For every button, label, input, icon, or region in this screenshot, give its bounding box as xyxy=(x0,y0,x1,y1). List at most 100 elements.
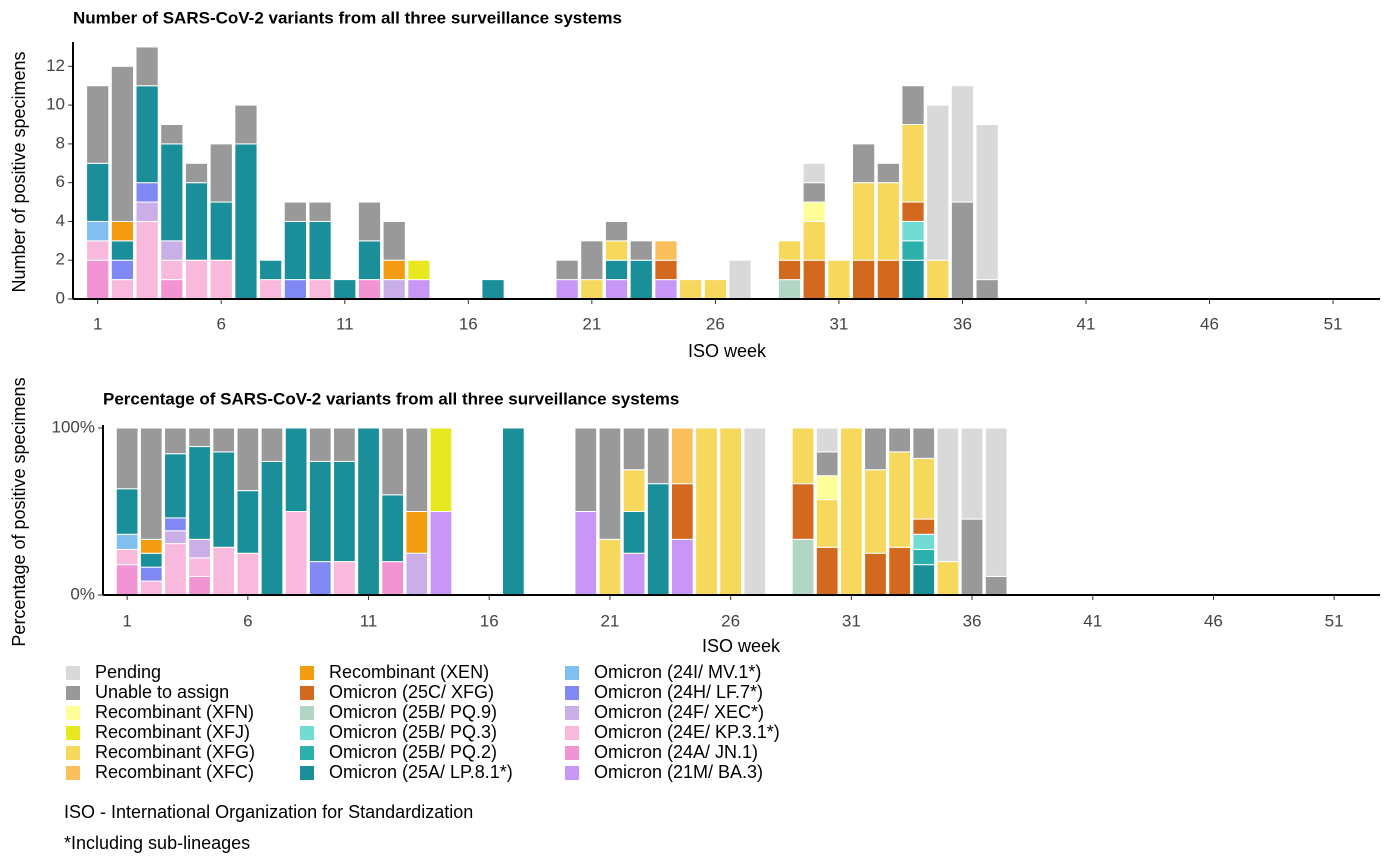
bar-segment xyxy=(209,201,233,261)
legend-label: Recombinant (XFJ) xyxy=(95,722,250,742)
bar-segment xyxy=(670,538,694,596)
legend-swatch xyxy=(66,726,80,740)
bar-segment xyxy=(333,460,356,563)
chart-title: Percentage of SARS-CoV-2 variants from a… xyxy=(103,389,679,408)
legend-swatch xyxy=(66,686,80,700)
bar-segment xyxy=(864,469,887,554)
bar-segment xyxy=(791,427,815,485)
bar-segment xyxy=(308,427,332,462)
bar-segment xyxy=(209,259,233,300)
x-tick-label: 26 xyxy=(706,314,725,333)
bar-segment xyxy=(926,259,950,300)
bar-segment xyxy=(679,279,703,300)
legend-label: Omicron (24F/ XEC*) xyxy=(594,702,764,722)
bar-segment xyxy=(950,85,975,203)
bar-segment xyxy=(604,220,629,242)
bar-segment xyxy=(646,427,670,485)
bar-segment xyxy=(139,566,163,582)
bar-segment xyxy=(574,511,598,596)
legend-swatch xyxy=(300,746,314,760)
bar-segment xyxy=(236,427,260,492)
x-tick-label: 21 xyxy=(582,314,601,333)
bar-segment xyxy=(234,104,258,145)
bar-segment xyxy=(405,552,429,596)
bar-segment xyxy=(852,143,876,184)
bar-segment xyxy=(975,279,999,300)
y-tick-label: 8 xyxy=(56,133,65,152)
legend-swatch xyxy=(565,666,579,680)
bar-segment xyxy=(598,538,622,596)
legend-label: Omicron (24A/ JN.1) xyxy=(594,742,758,762)
bar-segment xyxy=(236,490,260,554)
bar-segment xyxy=(139,538,163,554)
legend-label: Omicron (25B/ PQ.9) xyxy=(329,702,497,722)
y-tick-label: 100% xyxy=(52,417,95,436)
bar-segment xyxy=(888,427,911,453)
bar-segment xyxy=(212,451,236,548)
legend-swatch xyxy=(66,766,80,780)
bar-segment xyxy=(135,201,159,222)
bar-segment xyxy=(926,104,950,261)
x-tick-label: 16 xyxy=(459,314,478,333)
bar-segment xyxy=(212,546,236,596)
x-tick-label: 6 xyxy=(243,611,252,630)
legend-label: Omicron (24H/ LF.7*) xyxy=(594,682,763,702)
x-tick-label: 41 xyxy=(1083,611,1102,630)
bar-segment xyxy=(728,259,752,300)
bar-segment xyxy=(260,460,284,596)
legend-label: Omicron (25B/ PQ.2) xyxy=(329,742,497,762)
bar-segment xyxy=(555,259,579,281)
bar-segment xyxy=(381,427,405,496)
bar-segment xyxy=(188,427,211,448)
bar-segment xyxy=(622,469,646,512)
bar-segment xyxy=(110,220,135,242)
bar-segment xyxy=(333,427,356,462)
bar-segment xyxy=(429,511,453,596)
bar-segment xyxy=(139,427,163,540)
legend-swatch xyxy=(565,706,579,720)
bar-segment xyxy=(839,427,863,596)
bar-segment xyxy=(260,427,284,462)
bar-segment xyxy=(115,564,139,596)
legend-swatch xyxy=(66,746,80,760)
bar-segment xyxy=(333,279,357,300)
bar-segment xyxy=(574,427,598,512)
bar-segment xyxy=(815,475,839,501)
bar-segment xyxy=(604,240,629,261)
bar-segment xyxy=(357,240,382,281)
bar-segment xyxy=(852,182,876,261)
legend-label: Omicron (24E/ KP.3.1*) xyxy=(594,722,780,742)
bar-segment xyxy=(308,201,332,222)
bar-segment xyxy=(382,220,406,261)
x-tick-label: 11 xyxy=(360,611,378,630)
y-tick-label: 0% xyxy=(70,584,95,603)
bar-segment xyxy=(284,427,308,512)
x-tick-label: 21 xyxy=(600,611,619,630)
bar-segment xyxy=(502,427,525,596)
bar-segment xyxy=(777,259,802,281)
bar-segment xyxy=(629,259,653,300)
y-axis-label: Percentage of positive specimens xyxy=(9,377,29,646)
bar-segment xyxy=(901,240,925,261)
legend-swatch xyxy=(66,706,80,720)
bar-segment xyxy=(164,530,187,545)
bar-segment xyxy=(209,143,233,203)
bar-segment xyxy=(333,561,356,596)
bar-segment xyxy=(135,46,159,87)
bar-segment xyxy=(777,279,802,300)
x-tick-label: 1 xyxy=(93,314,102,333)
bar-segment xyxy=(901,259,925,300)
bar-segment xyxy=(622,552,646,596)
bar-segment xyxy=(876,162,900,184)
legend-swatch xyxy=(565,686,579,700)
bar-segment xyxy=(975,123,999,281)
y-tick-label: 0 xyxy=(56,288,65,307)
bar-segment xyxy=(912,518,936,535)
bar-segment xyxy=(802,259,826,300)
legend-swatch xyxy=(300,666,314,680)
y-tick-label: 2 xyxy=(56,250,65,269)
bar-segment xyxy=(802,182,826,203)
bar-segment xyxy=(901,220,925,242)
bar-segment xyxy=(86,259,110,300)
x-tick-label: 31 xyxy=(829,314,848,333)
